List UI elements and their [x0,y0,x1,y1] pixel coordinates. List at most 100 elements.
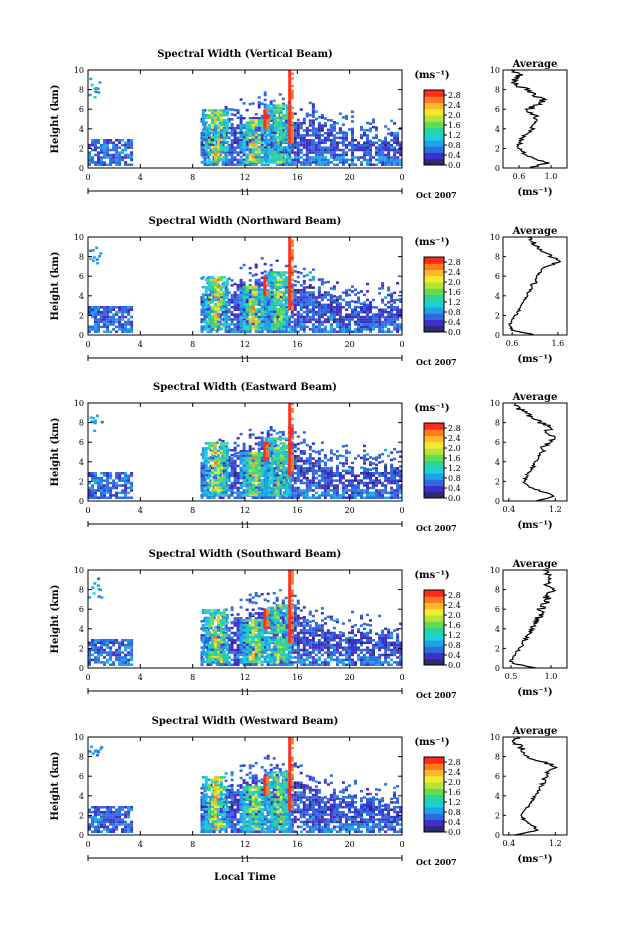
heatmap-cell [276,320,280,323]
heatmap-cell [257,138,261,142]
heatmap-cell [279,138,283,142]
heatmap-cell [207,158,211,161]
heatmap-cell [257,158,261,161]
heatmap-cell [305,467,309,470]
heatmap-cell [257,327,261,331]
heatmap-cell [213,290,217,294]
heatmap-cell [230,158,234,162]
heatmap-cell [314,462,318,465]
heatmap-cell [323,486,327,490]
heatmap-cell [88,494,91,497]
heatmap-cell [305,293,309,297]
heatmap-cell [251,493,255,497]
x-tick-label: 16 [292,340,302,349]
heatmap-cell [239,318,243,321]
heatmap-cell [216,449,220,452]
heatmap-cell [354,457,357,460]
heatmap-cell [239,291,243,294]
heatmap-cell [257,454,261,457]
heatmap-cell [91,325,94,329]
heatmap-cell [308,328,312,331]
heatmap-cell [227,472,231,475]
heatmap-cell [225,474,229,477]
heatmap-cell [248,148,252,152]
heatmap-cell [293,313,297,316]
heatmap-cell [109,318,113,321]
heatmap-cell [329,496,333,499]
heatmap-cell [396,318,400,321]
heatmap-cell [242,290,246,294]
heatmap-cell [94,163,97,166]
heatmap-cell [91,259,95,262]
heatmap-cell [399,290,403,294]
heatmap-cell [106,143,110,147]
heatmap-cell [281,464,285,468]
heatmap-cell [299,320,303,324]
heatmap-cell [121,323,125,326]
heatmap-cell [103,491,106,495]
heatmap-cell [130,496,134,499]
heatmap-cell [366,486,369,490]
heatmap-cell [393,132,397,135]
heatmap-cell [288,249,292,252]
heatmap-cell [260,293,264,296]
heatmap-cell [254,315,258,318]
heatmap-cell [381,460,385,463]
heatmap-cell [270,447,274,450]
heatmap-cell [348,466,351,469]
heatmap-cell [236,124,240,127]
heatmap-cell [332,310,336,314]
heatmap-cell [213,312,217,316]
heatmap-cell [254,451,258,455]
heatmap-cell [236,141,240,144]
heatmap-cell [230,143,234,147]
heatmap-cell [201,145,205,149]
heatmap-cell [323,303,327,307]
heatmap-cell [216,109,220,112]
heatmap-cell [257,474,261,477]
heatmap-cell [210,141,214,144]
heatmap-cell [204,471,208,475]
heatmap-cell [338,297,342,300]
heatmap-cell [290,494,294,497]
colorbar-swatch [424,294,444,302]
heatmap-cell [248,131,252,134]
heatmap-cell [366,496,369,499]
heatmap-cell [276,437,280,440]
heatmap-cell [216,476,220,479]
heatmap-cell [270,283,274,286]
heatmap-cell [242,481,246,484]
heatmap-cell [112,146,116,149]
heatmap-cell [363,306,366,309]
heatmap-cell [227,476,231,480]
heatmap-cell [260,126,264,129]
heatmap-cell [257,436,261,439]
heatmap-cell [115,476,119,480]
heatmap-cell [233,452,237,455]
heatmap-cell [288,290,292,294]
heatmap-cell [282,104,286,107]
heatmap-cell [233,156,237,159]
heatmap-cell [248,128,252,132]
heatmap-cell [393,323,397,326]
heatmap-cell [260,436,264,439]
heatmap-cell [222,281,226,284]
heatmap-cell [239,136,243,139]
heatmap-cell [100,486,103,490]
heatmap-cell [329,318,333,321]
heatmap-cell [341,116,345,119]
heatmap-cell [216,303,220,306]
heatmap-cell [378,148,382,152]
heatmap-cell [210,281,214,284]
heatmap-cell [130,156,134,159]
heatmap-cell [210,145,214,149]
heatmap-cell [200,479,204,482]
average-y-tick-label: 6 [495,272,500,281]
heatmap-cell [273,116,277,119]
day-label: 11 [240,355,250,364]
heatmap-cell [257,308,261,311]
heatmap-cell [323,296,327,299]
heatmap-cell [207,133,211,137]
heatmap-cell [308,462,312,465]
heatmap-cell [225,486,229,489]
